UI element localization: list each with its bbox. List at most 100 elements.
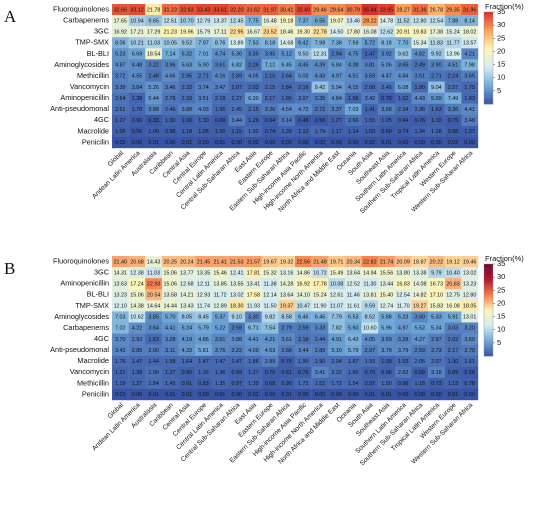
cell-label: 3.35 (248, 52, 259, 58)
cell-label: 4.09 (248, 348, 259, 354)
colorbar-segment (484, 74, 493, 77)
colorbar-segment (484, 96, 493, 99)
cell-label: 14.86 (297, 270, 311, 276)
row-label: 4GC (94, 115, 109, 124)
cell-label: 4.05 (248, 74, 259, 80)
heatmap-cell (112, 59, 129, 71)
heatmap-cell (128, 26, 146, 38)
heatmap-cell (261, 377, 279, 390)
cell-label: 12.31 (313, 52, 327, 58)
heatmap-cell (195, 333, 213, 345)
cell-label: 1.27 (165, 370, 176, 376)
cell-label: 3.76 (215, 348, 226, 354)
heatmap-cell (278, 278, 296, 290)
colorbar-segment (484, 25, 493, 28)
heatmap-cell (311, 388, 329, 401)
cell-label: 0.61 (281, 370, 292, 376)
heatmap-cell (261, 37, 279, 49)
cell-label: 0.00 (431, 140, 442, 146)
heatmap-cell (461, 26, 479, 38)
colorbar-segment (484, 297, 493, 300)
row-label: Penicilin (82, 389, 109, 398)
cell-label: 22.56 (297, 259, 311, 265)
heatmap-cell (361, 333, 379, 345)
heatmap-cell (411, 278, 429, 290)
heatmap-cell (161, 267, 179, 279)
heatmap-cell (145, 366, 163, 379)
heatmap-cell (311, 256, 329, 268)
cell-label: 4.21 (265, 337, 276, 343)
cell-label: 1.93 (365, 359, 376, 365)
heatmap-cell (444, 4, 462, 16)
cell-label: 2.45 (381, 85, 392, 91)
heatmap-cell (295, 267, 312, 279)
colorbar-segment (484, 65, 493, 68)
heatmap-cell (328, 136, 346, 149)
row-label: Methicillin (77, 378, 109, 387)
colorbar-segment (484, 24, 493, 27)
heatmap-cell (344, 267, 362, 279)
cell-label: 9.10 (232, 315, 243, 321)
cell-label: 7.79 (331, 315, 342, 321)
cell-label: 3.42 (115, 348, 126, 354)
heatmap-cell (428, 136, 445, 149)
cell-label: 3.60 (415, 315, 426, 321)
cell-label: 1.76 (115, 359, 126, 365)
cell-label: 33.95 (380, 7, 394, 13)
cell-label: 4.74 (215, 52, 226, 58)
cell-label: 0.01 (381, 392, 392, 398)
heatmap-cell (195, 37, 213, 49)
heatmap-cell (295, 15, 312, 27)
cell-label: 0.73 (431, 381, 442, 387)
cell-label: 11.72 (214, 292, 227, 298)
cell-label: 0.02 (281, 140, 292, 146)
heatmap-cell (295, 48, 312, 60)
row-label: Methicillin (77, 71, 109, 80)
heatmap-cell (161, 289, 179, 301)
cell-label: 3.61 (215, 63, 226, 69)
heatmap-cell (461, 37, 479, 49)
heatmap-cell (311, 92, 329, 104)
cell-label: 4.54 (281, 107, 292, 113)
cell-label: 2.89 (265, 359, 276, 365)
heatmap-cell (344, 366, 362, 379)
colorbar-segment (484, 348, 493, 351)
colorbar-segment (484, 53, 493, 56)
heatmap-cell (128, 289, 146, 301)
cell-label: 4.72 (298, 107, 309, 113)
cell-label: 12.45 (230, 18, 244, 24)
cell-label: 6.42 (298, 40, 309, 46)
heatmap-cell (394, 322, 412, 334)
heatmap-cell (245, 388, 262, 401)
colorbar-segment (484, 316, 493, 318)
cell-label: 1.70 (132, 107, 143, 113)
cell-label: 2.02 (448, 337, 459, 343)
cell-label: 20.22 (430, 259, 444, 265)
heatmap-cell (195, 344, 213, 356)
heatmap-cell (295, 366, 312, 379)
cell-label: 5.22 (215, 326, 226, 332)
heatmap-cell (394, 70, 412, 82)
cell-label: 1.21 (115, 370, 126, 376)
heatmap-cell (145, 267, 163, 279)
cell-label: 19.37 (280, 304, 294, 310)
cell-label: 0.90 (132, 118, 143, 124)
colorbar-title: Fraction(%) (485, 2, 524, 11)
heatmap-cell (394, 289, 412, 301)
cell-label: 11.61 (347, 304, 360, 310)
colorbar-segment (484, 76, 493, 79)
cell-label: 5.24 (182, 326, 193, 332)
cell-label: 2.71 (431, 74, 442, 80)
cell-label: 31.62 (247, 7, 261, 13)
heatmap-cell (178, 48, 196, 60)
cell-label: 12.80 (413, 18, 427, 24)
heatmap-cell (328, 37, 346, 49)
cell-label: 0.00 (198, 140, 209, 146)
cell-label: 0.33 (148, 118, 159, 124)
cell-label: 0.00 (431, 392, 442, 398)
colorbar-tick-label: 20 (497, 46, 505, 55)
cell-label: 2.59 (232, 326, 243, 332)
cell-label: 4.66 (165, 74, 176, 80)
heatmap-cell (112, 377, 129, 390)
cell-label: 8.18 (381, 40, 392, 46)
